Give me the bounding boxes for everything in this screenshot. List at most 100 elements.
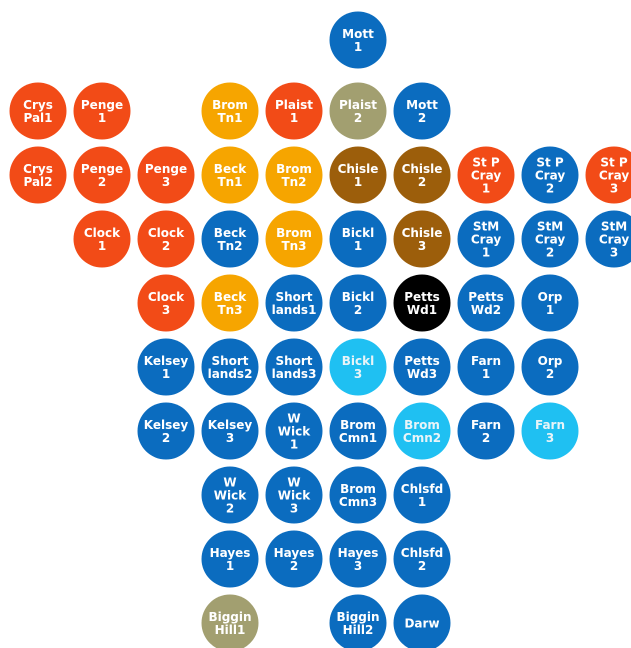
ward-label-line: Cmn1 <box>339 431 377 445</box>
ward: St P Cray 2 <box>521 146 579 204</box>
ward-circle <box>329 210 387 268</box>
ward-label-line: Tn3 <box>281 239 306 253</box>
ward-label-line: Biggin <box>208 610 251 624</box>
ward-circle <box>265 466 323 524</box>
ward-label-line: Short <box>275 354 312 368</box>
ward-label-line: W <box>287 476 300 490</box>
ward-circle <box>201 402 259 460</box>
ward-label-line: Tn3 <box>217 303 242 317</box>
ward-label: Kelsey 2 <box>144 418 189 445</box>
ward: Biggin Hill2 <box>329 594 387 648</box>
ward-circle <box>457 338 515 396</box>
ward-label: StM Cray 3 <box>599 220 629 260</box>
ward-label: Orp 2 <box>538 354 563 381</box>
ward-label: Kelsey 3 <box>208 418 253 445</box>
ward-label: Brom Cmn1 <box>339 418 377 445</box>
ward-label-line: Penge <box>81 98 123 112</box>
ward: Brom Cmn2 <box>393 402 451 460</box>
ward-circle <box>73 146 131 204</box>
ward-label-line: Plaist <box>275 98 313 112</box>
ward-label: Brom Cmn2 <box>403 418 441 445</box>
ward-circle <box>201 338 259 396</box>
ward-circle <box>393 210 451 268</box>
ward-label-line: Biggin <box>336 610 379 624</box>
ward-circle <box>585 210 631 268</box>
ward-label-line: StM <box>601 220 627 234</box>
ward-label-line: lands2 <box>208 367 253 381</box>
ward-label: Beck Tn2 <box>214 226 247 253</box>
ward-label-line: Kelsey <box>144 418 189 432</box>
ward: Hayes 1 <box>201 530 259 588</box>
ward-label-line: 2 <box>546 246 554 260</box>
ward-label-line: 3 <box>290 502 298 516</box>
ward-circle <box>329 594 387 648</box>
ward-label-line: Tn2 <box>217 239 242 253</box>
ward-circle <box>329 274 387 332</box>
ward-label-line: Bickl <box>342 354 374 368</box>
ward: Brom Tn2 <box>265 146 323 204</box>
ward-label-line: Hayes <box>274 546 315 560</box>
ward-label-line: 2 <box>418 111 426 125</box>
ward: Chlsfd 2 <box>393 530 451 588</box>
ward-label: Darw <box>404 617 439 631</box>
ward-label-line: 3 <box>162 175 170 189</box>
ward-label-line: 1 <box>482 367 490 381</box>
ward-label: Hayes 3 <box>338 546 379 573</box>
ward: Chisle 3 <box>393 210 451 268</box>
ward-circle <box>521 146 579 204</box>
ward-label-line: Chlsfd <box>401 546 443 560</box>
ward: Hayes 3 <box>329 530 387 588</box>
ward-label-line: Hayes <box>210 546 251 560</box>
ward-label-line: 1 <box>354 239 362 253</box>
ward-label-line: 1 <box>418 495 426 509</box>
ward-label-line: 2 <box>418 175 426 189</box>
ward-circle <box>329 146 387 204</box>
ward-label: Crys Pal2 <box>23 162 53 189</box>
ward-label: Petts Wd2 <box>468 290 504 317</box>
ward-label-line: 1 <box>482 246 490 260</box>
ward-circle <box>457 146 515 204</box>
ward: St P Cray 1 <box>457 146 515 204</box>
ward-label-line: Kelsey <box>144 354 189 368</box>
ward: Penge 1 <box>73 82 131 140</box>
ward: Crys Pal1 <box>9 82 67 140</box>
ward-label-line: 3 <box>546 431 554 445</box>
ward-circle <box>329 82 387 140</box>
ward-label-line: Tn2 <box>281 175 306 189</box>
ward-label-line: lands1 <box>272 303 317 317</box>
ward-label-line: Tn1 <box>217 111 242 125</box>
ward-label-line: 3 <box>162 303 170 317</box>
ward-circle <box>329 11 387 69</box>
ward-label-line: W <box>223 476 236 490</box>
ward-label-line: Plaist <box>339 98 377 112</box>
ward-circle <box>393 274 451 332</box>
ward-circle <box>137 274 195 332</box>
ward-circle <box>265 402 323 460</box>
ward-circle <box>457 210 515 268</box>
ward-label-line: Cray <box>535 169 565 183</box>
ward: Clock 2 <box>137 210 195 268</box>
ward-label-line: 2 <box>226 502 234 516</box>
ward: Petts Wd2 <box>457 274 515 332</box>
ward-label-line: Chisle <box>402 226 443 240</box>
ward-label-line: 1 <box>354 175 362 189</box>
ward-label: W Wick 3 <box>278 476 311 516</box>
ward-circle <box>9 146 67 204</box>
ward-label-line: 3 <box>418 239 426 253</box>
ward: Crys Pal2 <box>9 146 67 204</box>
ward-label: W Wick 2 <box>214 476 247 516</box>
ward-circle <box>393 82 451 140</box>
ward-label-line: 1 <box>482 182 490 196</box>
ward: Kelsey 3 <box>201 402 259 460</box>
ward-label: Mott 1 <box>342 27 374 54</box>
ward-label: Chisle 3 <box>402 226 443 253</box>
ward-label-line: Farn <box>535 418 565 432</box>
ward-circle <box>521 210 579 268</box>
ward: Bickl 3 <box>329 338 387 396</box>
ward-label-line: Cray <box>599 169 629 183</box>
ward-label-line: Brom <box>276 162 312 176</box>
ward-label-line: Darw <box>404 617 439 631</box>
ward-circle <box>457 402 515 460</box>
ward-label: St P Cray 2 <box>535 156 565 196</box>
ward-circle <box>201 466 259 524</box>
